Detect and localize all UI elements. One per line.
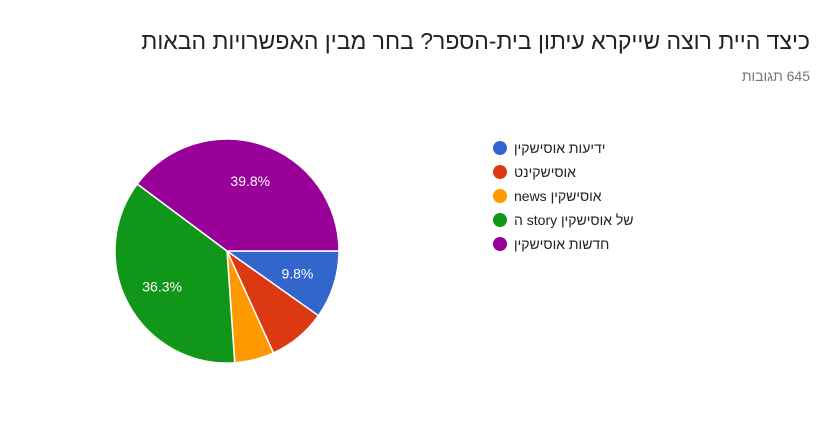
legend-swatch-icon bbox=[493, 213, 507, 227]
legend-item: news אוסישקין bbox=[493, 184, 634, 208]
slice-data-label: 39.8% bbox=[230, 173, 270, 189]
legend-swatch-icon bbox=[493, 237, 507, 251]
legend-swatch-icon bbox=[493, 189, 507, 203]
legend-item: חדשות אוסישקין bbox=[493, 232, 634, 256]
response-count: 645 תגובות bbox=[741, 68, 810, 84]
legend-swatch-icon bbox=[493, 165, 507, 179]
pie-slice-5 bbox=[136, 138, 340, 252]
legend-swatch-icon bbox=[493, 141, 507, 155]
chart-title: כיצד היית רוצה שייקרא עיתון בית-הספר? בח… bbox=[141, 28, 810, 54]
legend-label: ידיעות אוסישקין bbox=[514, 140, 606, 156]
slice-data-label: 36.3% bbox=[142, 278, 182, 294]
legend-label: news אוסישקין bbox=[514, 188, 602, 204]
legend-label: חדשות אוסישקין bbox=[514, 236, 610, 252]
legend-label: אוסישקינט bbox=[514, 164, 576, 180]
legend-item: ידיעות אוסישקין bbox=[493, 136, 634, 160]
legend-item: של אוסישקין story ה bbox=[493, 208, 634, 232]
slice-data-label: 9.8% bbox=[281, 265, 313, 281]
legend-label: של אוסישקין story ה bbox=[514, 212, 634, 228]
pie-slice-4 bbox=[114, 182, 236, 364]
legend-item: אוסישקינט bbox=[493, 160, 634, 184]
chart-legend: ידיעות אוסישקין אוסישקינט news אוסישקין של … bbox=[493, 136, 634, 256]
